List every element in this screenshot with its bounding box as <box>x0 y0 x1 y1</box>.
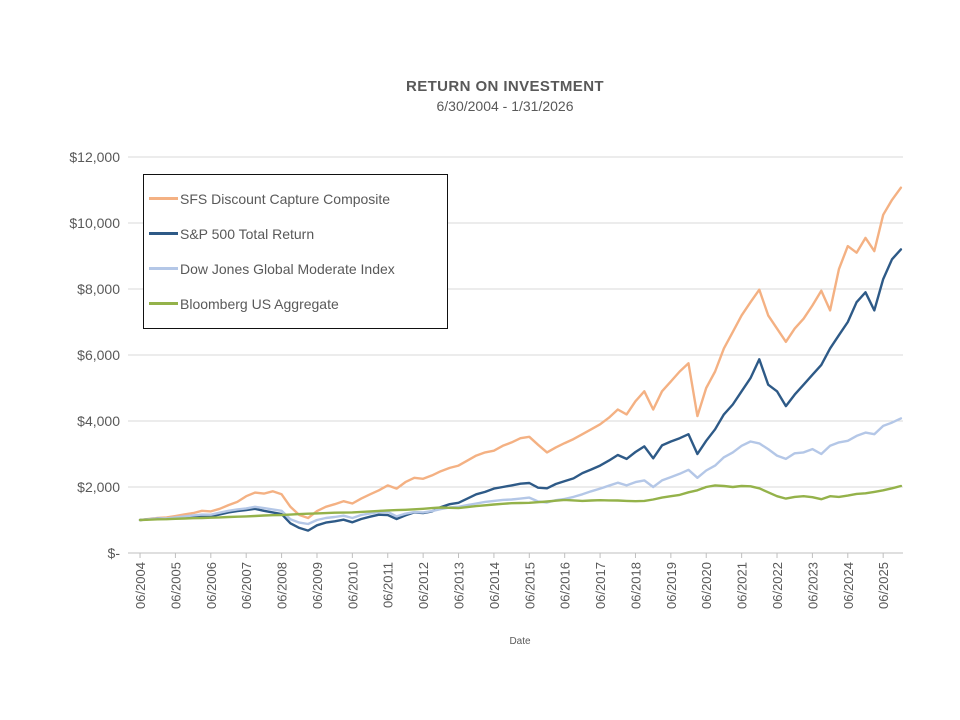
legend-item: Dow Jones Global Moderate Index <box>149 251 447 286</box>
legend-item: Bloomberg US Aggregate <box>149 286 447 321</box>
legend-label: SFS Discount Capture Composite <box>180 190 391 207</box>
y-axis-tick-label: $12,000 <box>69 149 120 165</box>
x-axis-tick-label: 06/2007 <box>239 562 254 609</box>
series-line-dow-jones-global-moderate-index <box>138 417 903 526</box>
x-axis-tick-label: 06/2015 <box>522 562 537 609</box>
x-axis-tick-label: 06/2009 <box>310 562 325 609</box>
y-axis-tick-label: $10,000 <box>69 215 120 231</box>
x-axis-tick-label: 06/2004 <box>133 562 148 609</box>
series-line-sfs-discount-capture-composite <box>138 186 903 522</box>
x-axis-tick-label: 06/2006 <box>204 562 219 609</box>
y-axis-tick-label: $2,000 <box>77 479 120 495</box>
x-axis-tick-label: 06/2014 <box>487 562 502 609</box>
x-axis-tick-label: 06/2012 <box>416 562 431 609</box>
x-axis-tick-label: 06/2005 <box>168 562 183 609</box>
y-axis-tick-label: $6,000 <box>77 347 120 363</box>
legend-label: Dow Jones Global Moderate Index <box>180 260 395 277</box>
legend-item: SFS Discount Capture Composite <box>149 181 447 216</box>
x-axis-tick-label: 06/2010 <box>345 562 360 609</box>
x-axis-tick-label: 06/2021 <box>735 562 750 609</box>
legend-swatch <box>149 267 178 270</box>
legend-item: S&P 500 Total Return <box>149 216 447 251</box>
legend-swatch <box>149 302 178 305</box>
title-block: RETURN ON INVESTMENT 6/30/2004 - 1/31/20… <box>70 78 940 114</box>
x-axis-tick-label: 06/2018 <box>628 562 643 609</box>
x-axis-tick-label: 06/2024 <box>841 562 856 609</box>
x-axis-tick-label: 06/2019 <box>664 562 679 609</box>
x-axis-tick-label: 06/2013 <box>452 562 467 609</box>
chart-legend: SFS Discount Capture Composite S&P 500 To… <box>143 174 448 329</box>
x-axis-tick-label: 06/2017 <box>593 562 608 609</box>
legend-swatch <box>149 197 178 200</box>
x-axis-tick-label: 06/2022 <box>770 562 785 609</box>
y-axis-tick-label: $4,000 <box>77 413 120 429</box>
x-axis-tick-label: 06/2025 <box>876 562 891 609</box>
series-line-s-p-500-total-return <box>138 248 903 532</box>
legend-label: S&P 500 Total Return <box>180 225 315 242</box>
x-axis-title: Date <box>509 636 531 647</box>
x-axis-tick-label: 06/2020 <box>699 562 714 609</box>
y-axis-tick-label: $8,000 <box>77 281 120 297</box>
chart-subtitle: 6/30/2004 - 1/31/2026 <box>436 98 574 114</box>
x-axis-tick-label: 06/2023 <box>805 562 820 609</box>
y-axis-tick-label: $- <box>108 545 121 561</box>
legend-swatch <box>149 232 178 235</box>
x-axis-tick-label: 06/2008 <box>275 562 290 609</box>
x-axis-tick-label: 06/2016 <box>558 562 573 609</box>
legend-label: Bloomberg US Aggregate <box>180 295 339 312</box>
chart-title: RETURN ON INVESTMENT <box>405 78 604 95</box>
x-axis-tick-label: 06/2011 <box>381 562 396 608</box>
series-line-bloomberg-us-aggregate <box>138 484 903 522</box>
